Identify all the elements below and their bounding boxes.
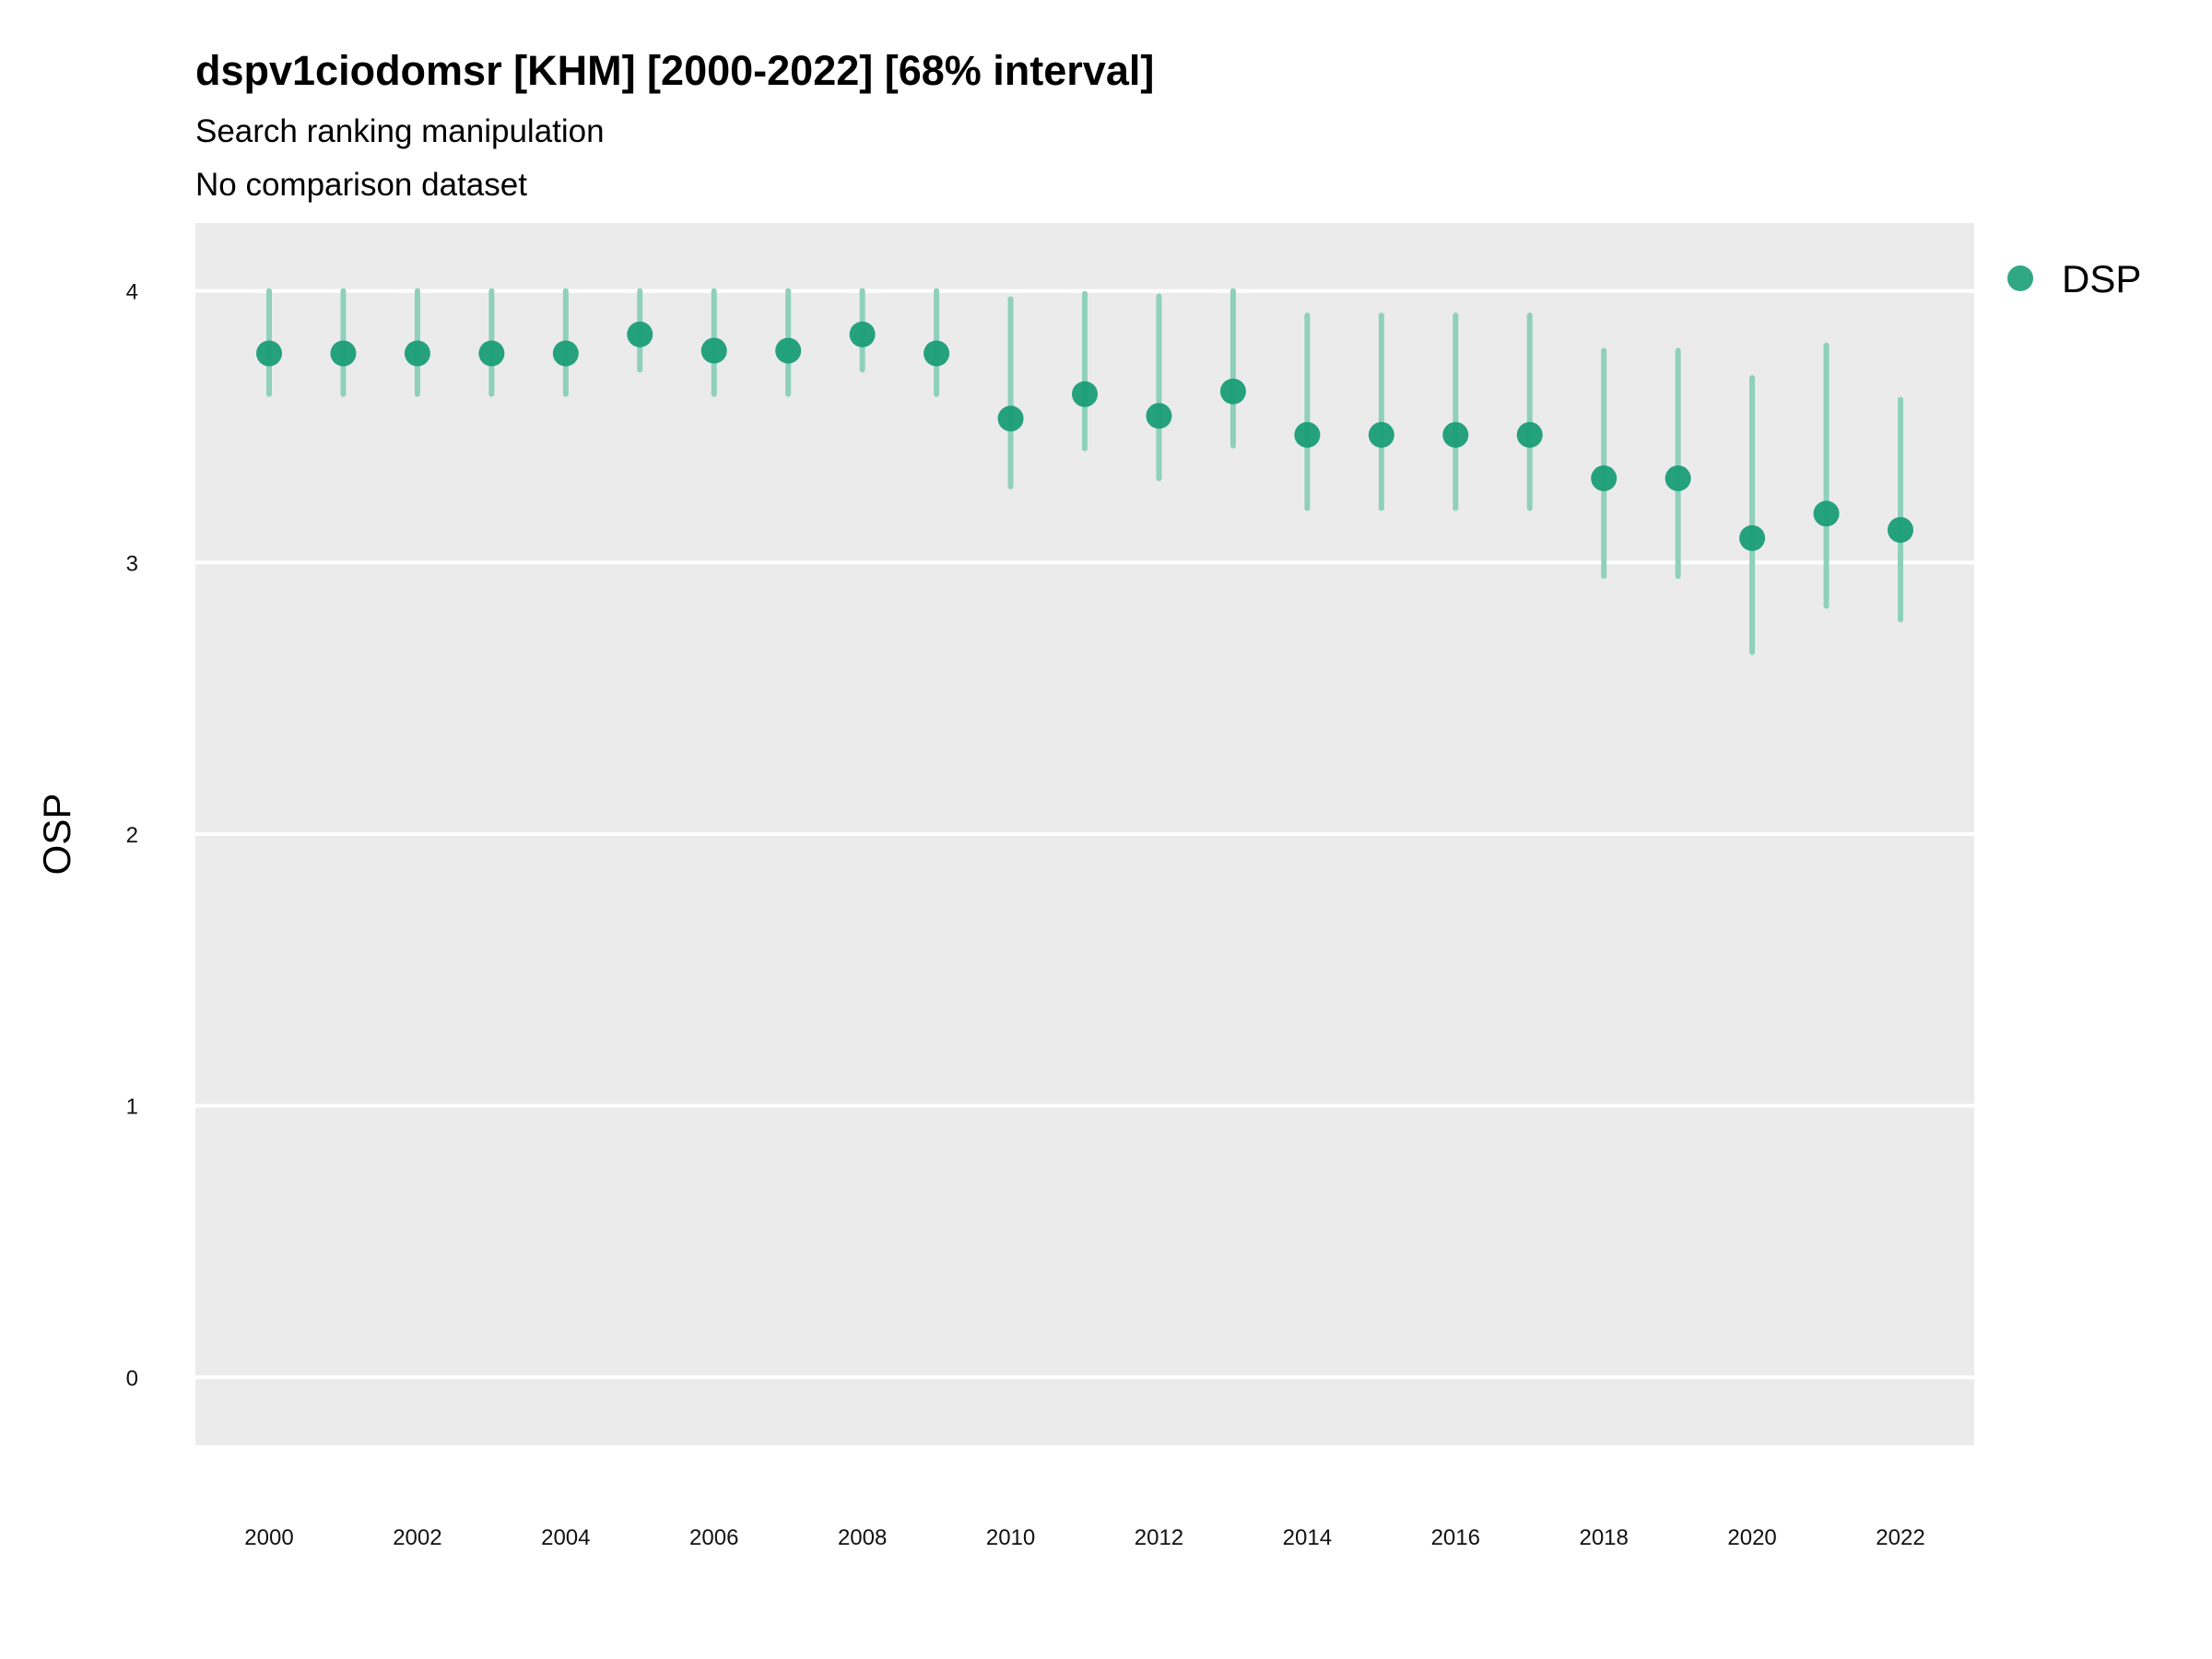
y-tick-label: 4 [126,280,138,305]
data-point [1442,421,1469,448]
data-point [404,340,430,367]
data-point [997,406,1024,432]
legend-label-dsp: DSP [2062,257,2141,300]
y-axis-ticks: 0 1 2 3 4 [126,280,138,1392]
x-tick-label: 2002 [393,1525,441,1550]
data-point [1146,403,1172,429]
data-point [924,340,950,367]
y-tick-label: 0 [126,1366,138,1391]
data-point [478,340,505,367]
legend: DSP [2007,257,2141,300]
data-point [1368,421,1394,448]
chart-title: dspv1ciodomsr [KHM] [2000-2022] [68% int… [195,47,1154,94]
x-tick-label: 2016 [1431,1525,1480,1550]
chart-subtitle: Search ranking manipulation [195,113,605,149]
data-point [1219,378,1246,405]
y-tick-label: 2 [126,823,138,848]
data-point [1739,524,1766,551]
x-tick-label: 2004 [541,1525,590,1550]
x-tick-label: 2010 [986,1525,1035,1550]
grid-lines [195,288,1974,1380]
data-point [552,340,579,367]
x-tick-label: 2014 [1283,1525,1332,1550]
data-point [330,340,357,367]
data-point [775,337,802,364]
data-point [849,321,876,347]
data-point [700,337,727,364]
data-point [1516,421,1543,448]
chart-subtitle-second-line: No comparison dataset [195,167,527,203]
data-point [1888,516,1913,543]
x-tick-label: 2012 [1135,1525,1183,1550]
data-points [256,321,1913,551]
x-tick-label: 2022 [1876,1525,1924,1550]
data-point [1813,500,1840,527]
x-tick-label: 2020 [1727,1525,1776,1550]
legend-swatch-dsp [2007,265,2033,291]
x-tick-label: 2006 [689,1525,738,1550]
data-point [1665,465,1691,491]
y-axis-label: OSP [35,794,78,876]
data-point [1294,421,1321,448]
data-point [1072,381,1098,407]
x-tick-label: 2008 [838,1525,887,1550]
x-tick-label: 2000 [244,1525,293,1550]
y-tick-label: 3 [126,551,138,576]
x-axis-ticks: 2000 2002 2004 2006 2008 2010 2012 2014 2016 2018… [244,1525,1924,1550]
data-point [1591,465,1618,491]
y-tick-label: 1 [126,1095,138,1120]
data-point [627,321,653,347]
data-point [256,340,282,367]
x-tick-label: 2018 [1579,1525,1628,1550]
